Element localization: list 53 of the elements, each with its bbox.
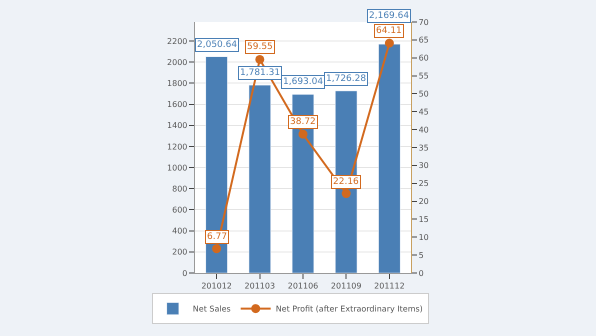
point (342, 189, 351, 198)
bar (378, 44, 400, 273)
y2-tick-label: 50 (418, 90, 429, 99)
point (298, 130, 308, 139)
x-tick-label: 201103 (244, 282, 276, 291)
y2-tick-label: 40 (418, 125, 429, 134)
data-label: 38.72 (290, 117, 316, 127)
data-label: 22.16 (333, 177, 360, 187)
bar (206, 56, 228, 273)
y2-tick-label: 70 (418, 18, 429, 27)
y-tick-label: 2000 (167, 58, 188, 67)
y-tick-label: 1600 (167, 100, 188, 110)
y2-tick-label: 15 (418, 215, 429, 224)
bar (292, 94, 314, 273)
data-label: 1,726.28 (326, 74, 366, 84)
y-tick-label: 1800 (167, 78, 188, 88)
point (212, 244, 222, 254)
y-tick-label: 1400 (167, 121, 188, 130)
legend-label: Net Sales (192, 304, 231, 314)
data-label: 2,050.64 (197, 40, 238, 50)
y2-tick-label: 0 (418, 268, 424, 278)
x-tick-label: 201112 (374, 282, 405, 291)
data-label: 59.55 (247, 42, 273, 52)
y-tick-label: 800 (172, 184, 188, 194)
y-tick-label: 2200 (167, 36, 188, 46)
y2-tick-label: 10 (418, 232, 429, 242)
y2-tick-label: 25 (418, 179, 429, 188)
y2-tick-label: 45 (418, 107, 429, 116)
y-tick-label: 1200 (167, 142, 188, 152)
point (255, 54, 264, 64)
data-label: 1,693.04 (283, 77, 324, 87)
y2-tick-label: 55 (418, 72, 429, 81)
data-label: 64.11 (376, 26, 402, 36)
y2-tick-label: 20 (418, 197, 429, 206)
point (384, 38, 394, 48)
bar (248, 84, 271, 273)
y-tick-label: 1000 (167, 163, 188, 172)
data-label: 2,169.64 (369, 11, 410, 21)
y2-tick-label: 5 (418, 250, 424, 260)
y2-tick-label: 30 (418, 161, 429, 170)
y2-tick-label: 35 (418, 143, 429, 152)
legend-label: Net Profit (after Extraordinary Items) (276, 304, 423, 314)
y2-tick-label: 65 (418, 36, 429, 45)
y-tick-label: 600 (172, 206, 188, 215)
y-tick-label: 200 (172, 248, 188, 257)
x-tick-label: 201106 (288, 282, 318, 291)
y-tick-label: 0 (182, 268, 188, 278)
data-label: 6.77 (207, 232, 228, 242)
y2-tick-label: 60 (418, 54, 429, 63)
x-tick-label: 201012 (201, 282, 232, 291)
y-tick-label: 400 (172, 226, 188, 236)
x-tick-label: 201109 (330, 282, 362, 291)
data-label: 1,781.31 (240, 68, 280, 78)
